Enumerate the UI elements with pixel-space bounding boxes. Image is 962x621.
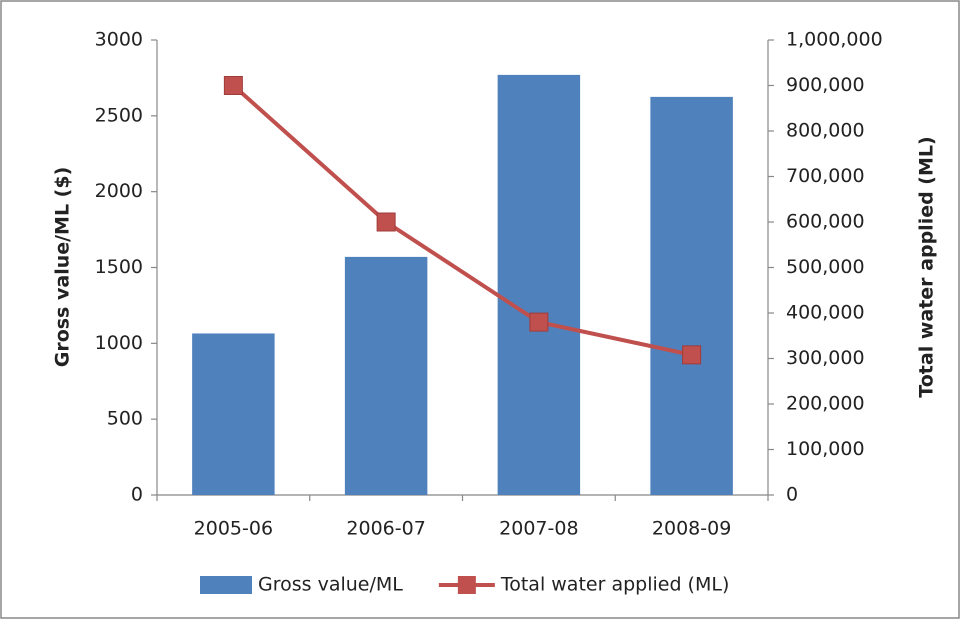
line-marker <box>682 345 702 365</box>
y-tick-label: 0 <box>131 484 143 506</box>
line-marker <box>376 212 396 232</box>
y-tick-label: 1000 <box>95 332 143 354</box>
x-tick-label: 2005-06 <box>194 518 273 540</box>
y2-tick-label: 1,000,000 <box>786 29 883 51</box>
legend-label: Gross value/ML <box>258 574 403 596</box>
y2-tick-label: 600,000 <box>786 211 865 233</box>
line <box>232 84 693 357</box>
y-tick-label: 3000 <box>95 29 143 51</box>
y-tick-label: 1500 <box>95 256 143 278</box>
bar <box>192 333 275 495</box>
y2-tick-label: 500,000 <box>786 256 865 278</box>
y2-tick-label: 400,000 <box>786 302 865 324</box>
legend-swatch <box>200 576 252 594</box>
y-tick-label: 500 <box>107 408 143 430</box>
bar <box>497 74 581 495</box>
line-marker <box>223 76 243 95</box>
legend-label: Total water applied (ML) <box>500 574 730 596</box>
bar <box>344 256 428 495</box>
y-axis-title: Gross value/ML ($) <box>52 167 74 368</box>
x-tick-label: 2006-07 <box>346 518 425 540</box>
y2-tick-label: 800,000 <box>786 120 865 142</box>
bar <box>650 96 733 495</box>
y2-tick-label: 200,000 <box>786 393 865 415</box>
y2-axis-title: Total water applied (ML) <box>916 136 938 397</box>
y-tick-label: 2500 <box>95 104 143 126</box>
y2-tick-label: 0 <box>786 484 798 506</box>
y2-tick-label: 300,000 <box>786 347 865 369</box>
y2-tick-label: 700,000 <box>786 165 865 187</box>
y2-tick-label: 100,000 <box>786 438 865 460</box>
x-tick-label: 2007-08 <box>499 518 578 540</box>
y-tick-label: 2000 <box>95 180 143 202</box>
y2-tick-label: 900,000 <box>786 74 865 96</box>
line-marker <box>529 312 549 332</box>
legend-swatch-marker <box>457 576 476 594</box>
x-tick-label: 2008-09 <box>652 518 731 540</box>
